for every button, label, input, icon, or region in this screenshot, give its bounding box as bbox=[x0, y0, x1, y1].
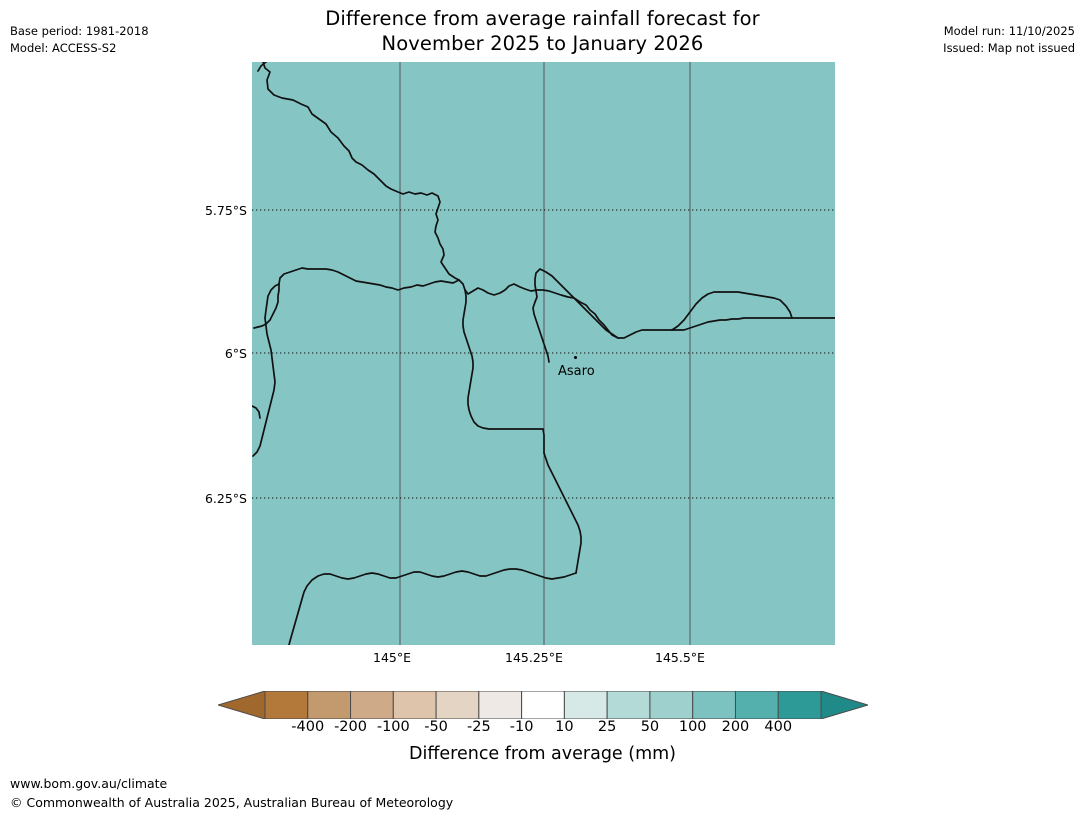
issued-text: Issued: Map not issued bbox=[943, 41, 1075, 55]
city-label-asaro: Asaro bbox=[558, 364, 595, 379]
footer-copyright: © Commonwealth of Australia 2025, Austra… bbox=[10, 795, 454, 810]
footer-url[interactable]: www.bom.gov.au/climate bbox=[10, 776, 168, 791]
title-line-1: Difference from average rainfall forecas… bbox=[325, 7, 760, 30]
colorbar-tick-3: -50 bbox=[424, 719, 448, 735]
colorbar-tick-8: 50 bbox=[640, 719, 660, 735]
y-tick-label-1: 6°S bbox=[224, 346, 247, 361]
x-tick-label-2: 145.5°E bbox=[655, 650, 705, 665]
city-marker-asaro[interactable] bbox=[574, 356, 577, 359]
province-boundaries bbox=[252, 62, 835, 645]
forecast-map[interactable]: Asaro bbox=[252, 62, 835, 645]
header-left-info: Base period: 1981-2018 Model: ACCESS-S2 bbox=[10, 23, 149, 57]
y-tick-label-0: 5.75°S bbox=[204, 203, 247, 218]
colorbar-tick-2: -100 bbox=[376, 719, 410, 735]
base-period-text: Base period: 1981-2018 bbox=[10, 24, 149, 38]
page-title: Difference from average rainfall forecas… bbox=[0, 6, 1085, 56]
colorbar-tick-10: 200 bbox=[721, 719, 750, 735]
colorbar-swatches bbox=[216, 690, 870, 720]
colorbar-tick-labels: -400 -200 -100 -50 -25 -10 10 25 50 100 200 400 bbox=[218, 719, 868, 739]
x-tick-label-1: 145.25°E bbox=[505, 650, 563, 665]
y-tick-label-2: 6.25°S bbox=[204, 491, 247, 506]
footer: www.bom.gov.au/climate © Commonwealth of… bbox=[10, 774, 453, 812]
colorbar-tick-4: -25 bbox=[467, 719, 491, 735]
parallel-gridlines bbox=[252, 209, 835, 499]
header-right-info: Model run: 11/10/2025 Issued: Map not is… bbox=[943, 23, 1075, 57]
colorbar-tick-0: -400 bbox=[291, 719, 325, 735]
map-vector-layer bbox=[252, 62, 835, 645]
title-line-2: November 2025 to January 2026 bbox=[381, 32, 704, 55]
model-run-text: Model run: 11/10/2025 bbox=[943, 24, 1075, 38]
colorbar-tick-1: -200 bbox=[334, 719, 367, 735]
colorbar-tick-9: 100 bbox=[678, 719, 707, 735]
colorbar-tick-5: -10 bbox=[509, 719, 534, 735]
model-text: Model: ACCESS-S2 bbox=[10, 41, 117, 55]
colorbar[interactable] bbox=[216, 690, 870, 720]
colorbar-tick-7: 25 bbox=[597, 719, 617, 735]
colorbar-axis-label: Difference from average (mm) bbox=[408, 744, 677, 764]
colorbar-tick-6: 10 bbox=[555, 719, 574, 735]
colorbar-tick-11: 400 bbox=[764, 719, 793, 735]
x-tick-label-0: 145°E bbox=[373, 650, 412, 665]
